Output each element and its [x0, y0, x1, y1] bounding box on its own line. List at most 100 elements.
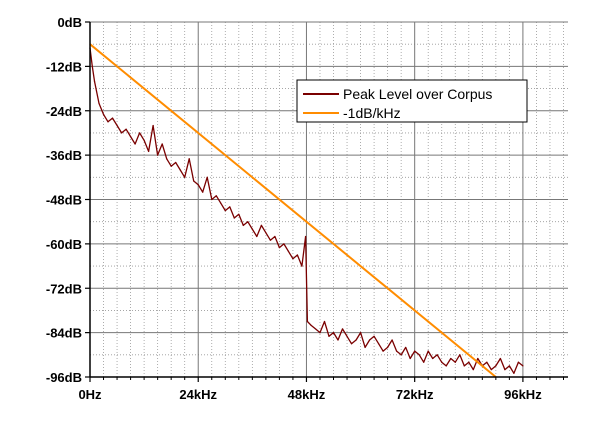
data-point: [319, 332, 321, 334]
data-point: [359, 332, 362, 334]
axes: 0dB -12dB -24dB -36dB -48dB -60dB -72dB -84dB -9…: [46, 15, 568, 402]
data-point: [387, 346, 389, 349]
data-point: [337, 339, 339, 341]
data-point: [116, 124, 118, 127]
data-point: [287, 250, 290, 252]
data-point: [283, 243, 285, 245]
x-tick-label: 96kHz: [504, 387, 542, 402]
data-point: [129, 136, 132, 138]
data-point: [391, 339, 393, 341]
data-point: [220, 202, 222, 204]
data-point: [396, 350, 398, 352]
x-tick-label: 0Hz: [78, 387, 102, 402]
data-point: [265, 232, 267, 234]
data-point: [373, 335, 375, 337]
data-point: [441, 361, 443, 363]
data-point: [152, 124, 154, 127]
data-point: [423, 361, 425, 363]
data-point: [310, 324, 312, 326]
data-point: [148, 150, 150, 153]
data-point: [233, 217, 235, 219]
y-tick-label: -12dB: [46, 59, 82, 74]
data-point: [161, 143, 163, 145]
data-point: [120, 132, 123, 134]
data-point: [332, 332, 335, 334]
y-tick-label: -84dB: [46, 326, 82, 341]
data-point: [93, 80, 96, 82]
data-point: [400, 354, 402, 356]
data-point: [98, 102, 100, 104]
legend-box: [296, 79, 528, 123]
data-point: [306, 320, 308, 323]
data-point: [450, 357, 452, 360]
data-point: [368, 339, 371, 341]
data-point: [445, 365, 447, 367]
y-tick-label: -48dB: [46, 193, 82, 208]
data-point: [102, 113, 105, 116]
grid: [90, 21, 568, 377]
data-point: [157, 154, 159, 156]
data-point: [517, 361, 519, 363]
data-point: [495, 365, 497, 367]
data-point: [436, 354, 438, 356]
data-point: [477, 357, 479, 360]
data-point: [468, 361, 470, 363]
data-point: [296, 254, 299, 256]
legend: Peak Level over Corpus -1dB/kHz: [296, 79, 528, 123]
y-tick-label: -60dB: [46, 237, 82, 252]
data-point: [211, 198, 213, 201]
data-point: [350, 343, 353, 345]
data-point: [143, 139, 145, 141]
data-point: [314, 328, 317, 330]
data-point: [238, 213, 240, 215]
legend-label-slope: -1dB/kHz: [343, 105, 401, 121]
data-point: [125, 128, 127, 130]
data-point: [522, 365, 524, 367]
data-point: [139, 132, 141, 134]
data-point: [292, 258, 294, 260]
data-point: [107, 121, 109, 123]
data-point: [242, 224, 244, 226]
data-point: [301, 265, 303, 267]
data-point: [278, 246, 280, 249]
y-tick-label: -96dB: [46, 370, 82, 385]
data-point: [341, 328, 344, 330]
data-point: [229, 206, 231, 208]
data-point: [206, 176, 208, 178]
series-layer: [89, 43, 524, 378]
data-point: [197, 184, 199, 186]
data-point: [459, 354, 461, 356]
data-point: [504, 369, 506, 371]
data-point: [346, 335, 348, 337]
data-point: [355, 339, 357, 341]
y-tick-label: 0dB: [57, 15, 82, 30]
data-point: [170, 165, 172, 167]
data-point: [184, 176, 186, 178]
data-point: [193, 180, 195, 182]
slope-line: [89, 43, 497, 378]
data-point: [260, 224, 262, 226]
data-point: [378, 343, 380, 345]
data-point: [382, 350, 384, 352]
data-point: [513, 372, 515, 374]
data-point: [490, 369, 492, 371]
data-point: [247, 221, 249, 223]
data-point: [328, 335, 330, 337]
data-point: [486, 361, 488, 363]
y-tick-label: -72dB: [46, 281, 82, 296]
data-point: [134, 143, 136, 145]
data-point: [111, 117, 114, 119]
data-point: [364, 346, 366, 349]
data-point: [175, 161, 177, 164]
data-point: [323, 320, 326, 323]
data-point: [91, 65, 93, 67]
data-point: [188, 158, 190, 160]
data-point: [269, 239, 271, 241]
data-point: [251, 228, 253, 230]
data-point: [215, 195, 217, 197]
x-tick-label: 72kHz: [396, 387, 434, 402]
data-point: [472, 369, 474, 371]
data-point: [432, 357, 434, 360]
data-point: [224, 209, 226, 212]
